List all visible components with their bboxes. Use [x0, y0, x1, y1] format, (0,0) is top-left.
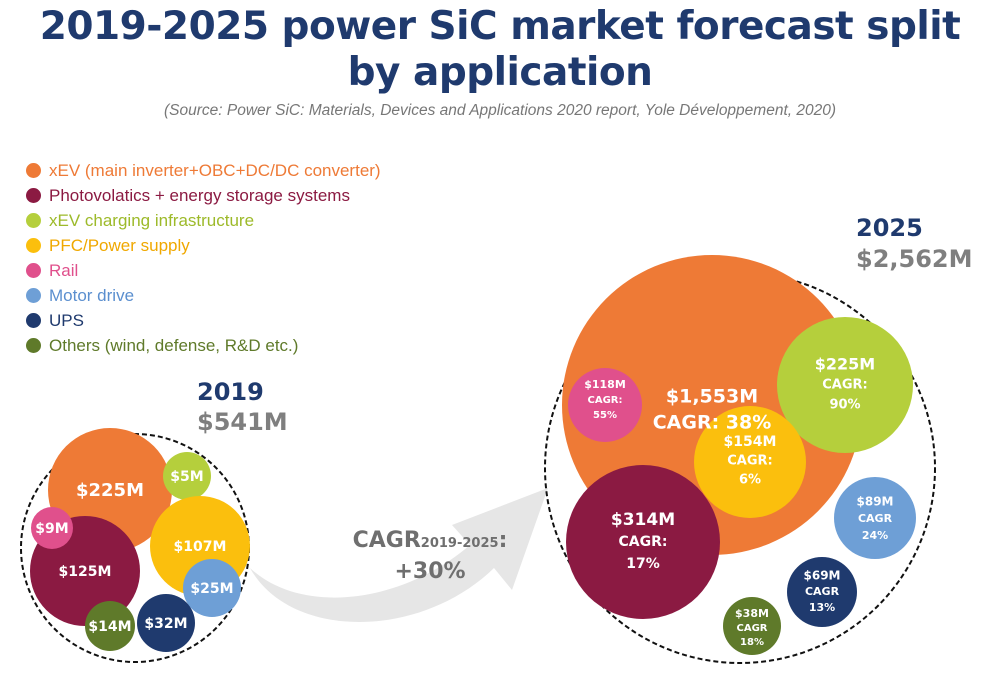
- bubble-2019-xev-charging: [163, 452, 211, 500]
- bubble-2025-photovolatics-energy: [566, 465, 720, 619]
- total-label-2019: $541M: [197, 408, 288, 436]
- source-note: (Source: Power SiC: Materials, Devices a…: [163, 102, 837, 119]
- bubble-cagr-value-2025-rail: 55%: [593, 410, 617, 421]
- legend-dot-ups: [26, 313, 41, 328]
- bubble-2019-rail: [31, 507, 73, 549]
- bubble-cagr-word-2025-rail: CAGR:: [588, 395, 623, 406]
- bubble-cagr-word-2025-xev-charging: CAGR:: [822, 378, 867, 393]
- bubble-label-2019-others-wind: $14M: [88, 619, 131, 635]
- chart-title-line-2: by application: [347, 50, 653, 95]
- bubble-cagr-value-2025-others-wind: 18%: [740, 637, 764, 648]
- bubble-label-2019-motor-drive: $25M: [190, 581, 233, 597]
- bubble-label-2019-xev-main: $225M: [76, 480, 144, 501]
- legend-item-pv: Photovolatics + energy storage systems: [26, 183, 381, 208]
- legend-item-ups: UPS: [26, 308, 381, 333]
- bubble-label-2019-ups: $32M: [144, 616, 187, 632]
- overall-cagr-colon: :: [498, 528, 508, 553]
- bubble-2025-others-wind: [723, 597, 781, 655]
- growth-arrow: [250, 488, 548, 622]
- year-label-2025: 2025: [856, 214, 923, 242]
- legend-dot-motor: [26, 288, 41, 303]
- legend-dot-pv: [26, 188, 41, 203]
- bubble-2019-others-wind: [85, 601, 135, 651]
- bubble-cagr-value-2025-pfc-power: 6%: [739, 473, 761, 488]
- legend-item-charging: xEV charging infrastructure: [26, 208, 381, 233]
- legend-dot-others: [26, 338, 41, 353]
- bubble-2025-ups: [787, 557, 857, 627]
- legend-label-xev: xEV (main inverter+OBC+DC/DC converter): [49, 160, 381, 180]
- bubble-cagr-word-2025-pfc-power: CAGR:: [727, 454, 772, 469]
- legend-label-rail: Rail: [49, 260, 79, 280]
- legend-dot-xev: [26, 163, 41, 178]
- total-label-2025: $2,562M: [856, 245, 973, 273]
- overall-cagr-value: +30%: [394, 559, 466, 584]
- legend-item-xev: xEV (main inverter+OBC+DC/DC converter): [26, 158, 381, 183]
- bubble-2019-ups: [137, 594, 195, 652]
- bubble-cagr-word-2025-motor-drive: CAGR: [858, 512, 893, 525]
- bubble-label-2025-ups: $69M: [804, 569, 841, 583]
- legend-item-rail: Rail: [26, 258, 381, 283]
- legend-label-charging: xEV charging infrastructure: [49, 210, 255, 230]
- bubble-cagr-value-2025-motor-drive: 24%: [862, 529, 888, 542]
- bubble-label-2019-xev-charging: $5M: [170, 469, 203, 485]
- overall-cagr-period: 2019-2025: [420, 536, 499, 551]
- bubble-label-2025-photovolatics-energy: $314M: [611, 510, 675, 530]
- bubble-cagr-word-2025-others-wind: CAGR: [737, 623, 768, 634]
- outline-2025: [544, 272, 936, 664]
- bubble-2025-xev-charging: [777, 317, 913, 453]
- year-label-2019: 2019: [197, 378, 264, 406]
- bubble-label-2025-pfc-power: $154M: [724, 434, 777, 450]
- legend-label-pfc: PFC/Power supply: [49, 235, 190, 255]
- legend-label-motor: Motor drive: [49, 285, 135, 305]
- bubble-2019-motor-drive: [183, 559, 241, 617]
- bubble-2025-motor-drive: [834, 477, 916, 559]
- bubble-cagr-word-2025-photovolatics-energy: CAGR:: [619, 534, 668, 550]
- bubble-2025-rail: [568, 368, 642, 442]
- bubble-label-2019-rail: $9M: [35, 521, 68, 537]
- legend-dot-pfc: [26, 238, 41, 253]
- bubble-2025-pfc-power: [694, 406, 806, 518]
- chart-title: 2019-2025 power SiC market forecast spli…: [0, 4, 1000, 96]
- bubble-label-2019-pfc-power: $107M: [174, 539, 227, 555]
- legend-item-pfc: PFC/Power supply: [26, 233, 381, 258]
- chart-title-line-1: 2019-2025 power SiC market forecast spli…: [39, 4, 961, 49]
- bubble-cagr-2025-xev-main: CAGR: 38%: [653, 412, 772, 434]
- bubble-label-2025-motor-drive: $89M: [857, 495, 894, 509]
- legend-item-motor: Motor drive: [26, 283, 381, 308]
- legend-item-others: Others (wind, defense, R&D etc.): [26, 333, 381, 358]
- bubbles-2025: $1,553M CAGR: 38% $225M CAGR: 90% $118M CAGR: 5…: [562, 255, 916, 655]
- bubble-label-2019-photovolatics-energy: $125M: [59, 564, 112, 580]
- legend-label-pv: Photovolatics + energy storage systems: [49, 185, 350, 205]
- bubble-label-2025-xev-charging: $225M: [815, 355, 875, 374]
- legend-dot-charging: [26, 213, 41, 228]
- legend-label-others: Others (wind, defense, R&D etc.): [49, 335, 299, 355]
- legend-dot-rail: [26, 263, 41, 278]
- bubble-label-2025-rail: $118M: [584, 378, 626, 391]
- bubble-cagr-value-2025-ups: 13%: [809, 601, 835, 614]
- bubble-cagr-value-2025-xev-charging: 90%: [829, 398, 860, 413]
- bubble-label-2025-others-wind: $38M: [735, 607, 769, 620]
- overall-cagr: CAGR2019-2025: +30%: [330, 527, 530, 586]
- legend: xEV (main inverter+OBC+DC/DC converter) …: [26, 158, 381, 358]
- bubble-cagr-value-2025-photovolatics-energy: 17%: [626, 556, 660, 572]
- overall-cagr-label: CAGR: [352, 528, 421, 553]
- bubbles-2019: $225M $5M $107M $125M $9M $25M $32M $14M: [30, 428, 250, 652]
- bubble-cagr-word-2025-ups: CAGR: [805, 585, 840, 598]
- legend-label-ups: UPS: [49, 310, 84, 330]
- bubble-label-2025-xev-main: $1,553M: [666, 386, 758, 408]
